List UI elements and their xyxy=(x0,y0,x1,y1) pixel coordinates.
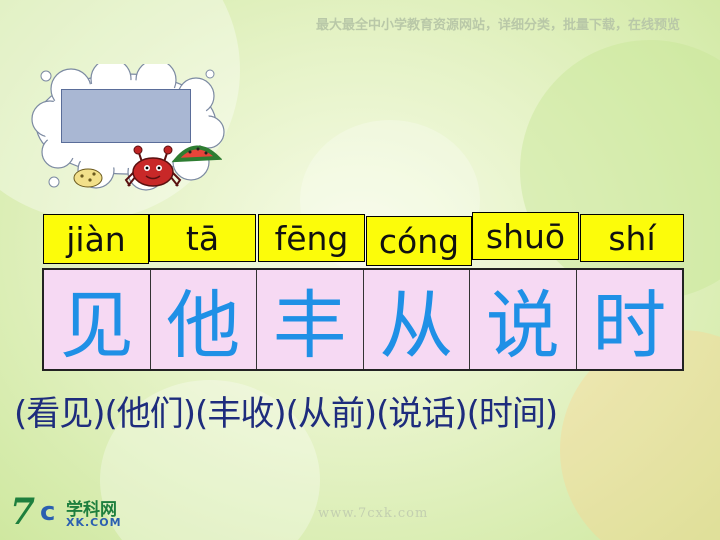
pinyin-shi: shí xyxy=(580,214,684,262)
character-ta: 他 xyxy=(151,270,257,369)
character-shi: 时 xyxy=(592,283,667,369)
character-feng: 丰 xyxy=(257,270,364,369)
pinyin-cong: cóng xyxy=(366,216,472,266)
pinyin-ta: tā xyxy=(149,214,256,262)
footer-url[interactable]: www.7cxk.com xyxy=(318,506,429,521)
crab-watermelon-illustration xyxy=(73,145,222,188)
pinyin-feng: fēng xyxy=(258,214,365,262)
logo-subtitle: XK.COM xyxy=(66,516,122,529)
pinyin-shuo: shuō xyxy=(472,212,579,260)
example-words: (看见)(他们)(丰收)(从前)(说话)(时间) xyxy=(14,394,558,434)
character-shuo: 说 xyxy=(470,270,577,369)
logo-mark: 7 xyxy=(10,491,36,533)
site-logo[interactable]: 7 c 学科网 XK.COM xyxy=(4,489,144,535)
logo-title: 学科网 xyxy=(66,500,117,520)
blank-answer-box xyxy=(61,89,191,143)
logo-mark-c: c xyxy=(40,497,56,527)
character-row: 见 他 丰 从 说 时 xyxy=(42,268,684,371)
character-cong: 从 xyxy=(364,270,470,369)
site-banner: 最大最全中小学教育资源网站，详细分类，批量下载，在线预览 xyxy=(315,18,680,33)
pinyin-jian: jiàn xyxy=(43,214,149,264)
bg-bubble xyxy=(100,380,320,540)
character-jian: 见 xyxy=(44,270,151,369)
